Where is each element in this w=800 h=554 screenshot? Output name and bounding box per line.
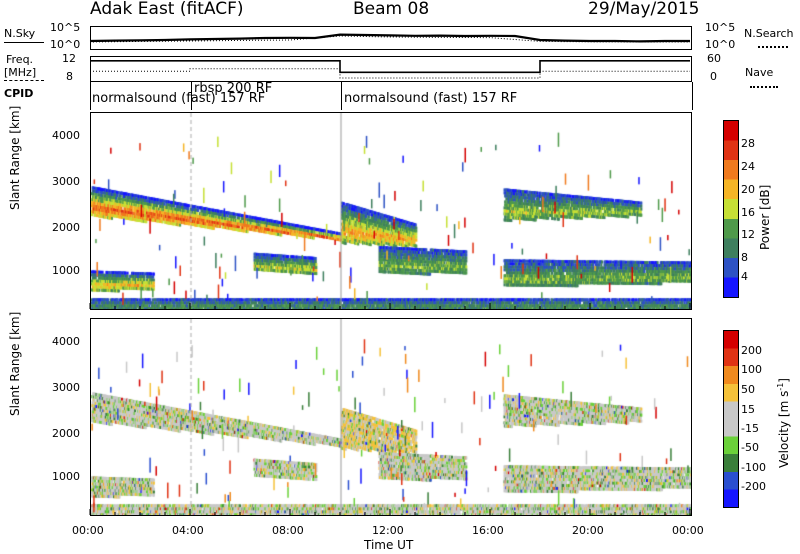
power-ytick-4000: 4000 (52, 129, 80, 142)
nave-ytick-right-bottom: 0 (710, 70, 717, 83)
noise-ytick-right-top: 10^5 (705, 21, 736, 34)
power-cbar-tick-4: 4 (741, 270, 748, 283)
power-panel (90, 112, 692, 310)
power-ytick-3000: 3000 (52, 175, 80, 188)
power-cbar-tick-12: 12 (741, 228, 755, 241)
power-ytick-2000: 2000 (52, 221, 80, 234)
velocity-colorbar (723, 330, 739, 508)
cpid-label: CPID (4, 87, 34, 100)
freq-label: Freq. (6, 53, 34, 66)
xtick-5: 20:00 (572, 524, 604, 537)
noise-ytick-right-bottom: 10^0 (705, 38, 736, 51)
freq-series (90, 59, 690, 74)
xtick-1: 04:00 (172, 524, 204, 537)
power-cbar-tick-20: 20 (741, 183, 755, 196)
velocity-cbar-tick-neg200: -200 (741, 480, 766, 493)
velocity-cbar-tick-15: 15 (741, 403, 755, 416)
power-cbar-tick-28: 28 (741, 137, 755, 150)
xlabel: Time UT (364, 538, 414, 552)
power-colorbar (723, 120, 739, 298)
cpid-divider-2 (341, 82, 342, 110)
date-title: 29/May/2015 (588, 0, 700, 19)
xtick-4: 16:00 (472, 524, 504, 537)
velocity-cbar-tick-200: 200 (741, 344, 762, 357)
noise-panel (90, 26, 692, 50)
power-cbar-tick-24: 24 (741, 160, 755, 173)
beam-title: Beam 08 (353, 0, 430, 19)
power-cbar-tick-16: 16 (741, 206, 755, 219)
power-ytick-1000: 1000 (52, 264, 80, 277)
cpid-segment-2: rbsp 200 RF (194, 81, 273, 96)
velocity-cbar-tick-neg15: -15 (741, 422, 759, 435)
cpid-panel (90, 82, 693, 110)
velocity-cbar-tick-neg50: -50 (741, 441, 759, 454)
noise-series-1 (89, 35, 690, 43)
power-heatmap (91, 113, 691, 309)
velocity-heatmap (91, 319, 691, 515)
velocity-ytick-2000: 2000 (52, 427, 80, 440)
freq-unit-label: [MHz] (4, 66, 37, 79)
xtick-6: 00:00 (672, 524, 704, 537)
xtick-3: 12:00 (372, 524, 404, 537)
velocity-panel (90, 318, 692, 516)
nave-series (90, 68, 690, 79)
nsky-label-underline (4, 42, 44, 43)
noise-ytick-left-bottom: 10^0 (50, 38, 81, 51)
nsearch-legend-line (758, 46, 788, 48)
nave-ytick-right-top: 60 (707, 52, 721, 65)
noise-series-0 (89, 33, 690, 43)
cpid-segment-3: normalsound (fast) 157 RF (344, 91, 518, 106)
velocity-ytick-1000: 1000 (52, 470, 80, 483)
nsky-label: N.Sky (4, 27, 36, 40)
power-cbar-tick-8: 8 (741, 251, 748, 264)
nsearch-label: N.Search (744, 27, 794, 40)
xtick-0: 00:00 (72, 524, 104, 537)
station-title: Adak East (fitACF) (90, 0, 244, 19)
noise-ytick-left-top: 10^5 (50, 21, 81, 34)
velocity-ytick-4000: 4000 (52, 335, 80, 348)
velocity-cbar-tick-neg100: -100 (741, 461, 766, 474)
freq-label-underline (4, 80, 44, 81)
freq-ytick-left-top: 12 (62, 52, 76, 65)
freq-ytick-left-bottom: 8 (66, 70, 73, 83)
cpid-divider-1 (191, 82, 192, 110)
velocity-cbar-tick-100: 100 (741, 363, 762, 376)
cpid-segment-1: normalsound (fast) 157 RF (92, 91, 266, 106)
xtick-2: 08:00 (272, 524, 304, 537)
nave-legend-line (750, 86, 778, 88)
nave-label: Nave (745, 66, 774, 79)
velocity-ytick-3000: 3000 (52, 381, 80, 394)
velocity-cbar-tick-50: 50 (741, 383, 755, 396)
